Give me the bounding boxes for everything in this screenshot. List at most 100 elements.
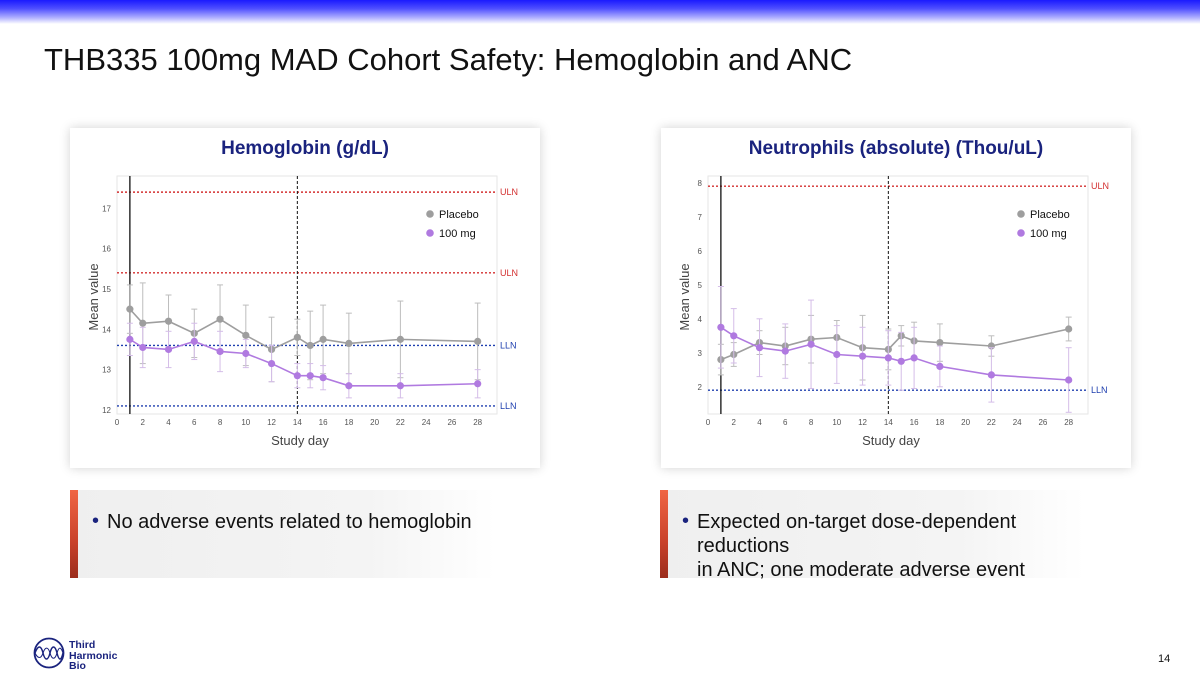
series-line-placebo	[129, 308, 478, 351]
lln-label: LLN	[500, 401, 517, 411]
plot-area	[116, 175, 498, 415]
legend-marker	[1017, 210, 1025, 218]
data-point	[319, 335, 327, 343]
data-point	[833, 350, 841, 359]
lln-label: LLN	[500, 340, 517, 350]
x-tick-label: 4	[757, 418, 762, 427]
note-line: in ANC; one moderate adverse event	[697, 559, 1025, 581]
data-point	[267, 359, 276, 368]
x-tick-label: 26	[447, 418, 456, 427]
x-tick-label: 6	[192, 418, 197, 427]
y-tick-label: 15	[102, 285, 111, 294]
y-axis-label: Mean value	[86, 263, 101, 330]
data-point	[345, 339, 353, 348]
x-tick-label: 12	[858, 418, 867, 427]
legend-marker	[426, 229, 434, 237]
y-tick-label: 3	[698, 349, 703, 358]
data-point	[319, 374, 327, 382]
data-point	[216, 315, 224, 323]
data-point	[139, 343, 147, 352]
y-axis-label: Mean value	[677, 263, 692, 330]
logo-line: Bio	[69, 660, 86, 672]
data-point	[306, 372, 314, 380]
y-tick-label: 7	[698, 213, 703, 222]
data-point	[858, 352, 867, 360]
y-tick-label: 17	[102, 204, 111, 213]
x-tick-label: 18	[935, 418, 944, 427]
slide-title: THB335 100mg MAD Cohort Safety: Hemoglob…	[44, 42, 853, 77]
y-tick-label: 12	[102, 406, 111, 415]
note-line: No adverse events related to hemoglobin	[107, 511, 472, 533]
data-point	[910, 354, 918, 362]
x-tick-label: 6	[783, 418, 788, 427]
hemoglobin-chart: 0 2 4 6 8 10 12 14 16 18 20 22 24 26 28121314151617Stu…	[86, 175, 518, 448]
neutrophils-chart-panel: Neutrophils (absolute) (Thou/uL) 0 2 4 6 8 10…	[661, 128, 1131, 468]
x-tick-label: 14	[884, 418, 893, 427]
x-tick-label: 0	[115, 418, 120, 427]
series-line-100mg	[720, 326, 1069, 381]
x-tick-label: 10	[241, 418, 250, 427]
x-tick-label: 20	[961, 418, 970, 427]
y-tick-label: 13	[102, 366, 111, 375]
top-gradient-bar	[0, 0, 1200, 24]
uln-label: ULN	[500, 187, 518, 197]
data-point	[987, 371, 995, 379]
x-tick-label: 4	[166, 418, 171, 427]
x-axis-label: Study day	[862, 433, 920, 448]
uln-label: ULN	[500, 268, 518, 278]
data-point	[242, 349, 250, 358]
logo-line: Harmonic	[69, 649, 118, 662]
y-tick-label: 2	[698, 383, 703, 392]
data-point	[190, 337, 198, 345]
data-point	[306, 341, 314, 350]
data-point	[897, 357, 905, 365]
x-axis-label: Study day	[271, 433, 329, 448]
data-point	[807, 340, 815, 348]
data-point	[730, 332, 738, 340]
data-point	[216, 347, 224, 356]
third-harmonic-logo-icon	[33, 637, 65, 669]
x-tick-label: 18	[344, 418, 353, 427]
series-line-100mg	[129, 338, 478, 387]
y-tick-label: 8	[698, 179, 703, 188]
data-point	[164, 345, 173, 354]
bullet-icon: •	[682, 510, 690, 532]
legend-label: Placebo	[1030, 209, 1070, 221]
uln-label: ULN	[1091, 181, 1109, 191]
x-tick-label: 28	[473, 418, 482, 427]
data-point	[293, 333, 301, 341]
legend-label: 100 mg	[439, 228, 476, 240]
x-tick-label: 8	[809, 418, 814, 427]
legend-marker	[426, 210, 434, 218]
data-point	[396, 335, 404, 343]
note-line: Expected on-target dose-dependent reduct…	[697, 511, 1017, 557]
plot-area	[707, 175, 1089, 415]
x-tick-label: 10	[832, 418, 841, 427]
x-tick-label: 12	[267, 418, 276, 427]
series-line-placebo	[720, 328, 1069, 361]
data-point	[126, 335, 134, 343]
x-tick-label: 26	[1038, 418, 1047, 427]
bullet-icon: •	[92, 510, 100, 532]
x-tick-label: 2	[732, 418, 737, 427]
data-point	[293, 372, 301, 380]
data-point	[936, 362, 944, 370]
x-tick-label: 20	[370, 418, 379, 427]
data-point	[884, 354, 892, 362]
hemoglobin-note-text: No adverse events related to hemoglobin	[107, 510, 472, 534]
data-point	[717, 323, 725, 331]
logo-text: Third Harmonic Bio	[69, 640, 117, 672]
x-tick-label: 2	[141, 418, 146, 427]
data-point	[936, 339, 944, 347]
x-tick-label: 8	[218, 418, 223, 427]
y-tick-label: 5	[698, 281, 703, 290]
note-accent-bar	[70, 490, 78, 578]
hemoglobin-note: • No adverse events related to hemoglobi…	[70, 490, 495, 578]
note-accent-bar	[660, 490, 668, 578]
x-tick-label: 14	[293, 418, 302, 427]
data-point	[139, 319, 147, 327]
neutrophils-note-text: Expected on-target dose-dependent reduct…	[697, 510, 1085, 582]
x-tick-label: 24	[1013, 418, 1022, 427]
x-tick-label: 22	[987, 418, 996, 427]
data-point	[396, 382, 404, 390]
